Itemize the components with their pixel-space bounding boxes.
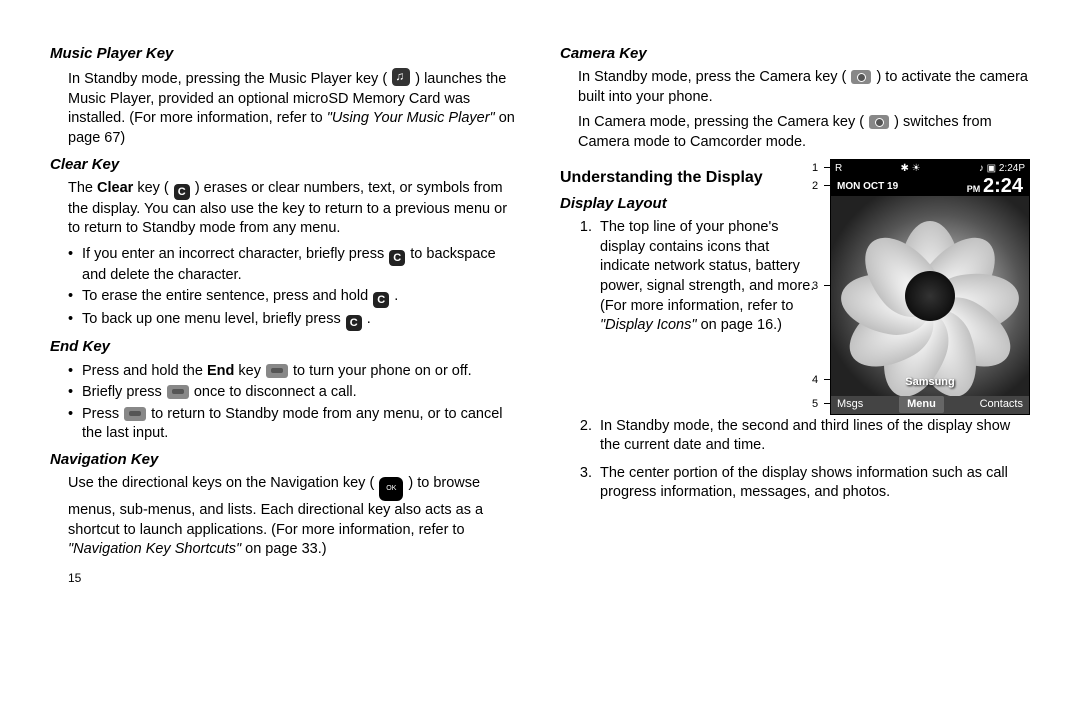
- wallpaper-area: [831, 196, 1029, 396]
- end-key-icon: [167, 385, 189, 399]
- phone-screen: R ✱ ☀ ♪ ▣ 2:24P MON OCT 19 PM 2:24: [830, 159, 1030, 415]
- display-layout-head: Display Layout: [560, 194, 816, 214]
- softkey-menu: Menu: [899, 396, 944, 413]
- list-item: The top line of your phone's display con…: [596, 218, 816, 335]
- brand-label: Samsung: [831, 375, 1029, 390]
- music-player-key-head: Music Player Key: [50, 44, 520, 64]
- clear-bullets: • If you enter an incorrect character, b…: [50, 245, 520, 332]
- clear-icon: C: [389, 250, 405, 266]
- clear-icon: C: [346, 315, 362, 331]
- softkey-bar: Msgs Menu Contacts: [831, 396, 1029, 414]
- softkey-right: Contacts: [980, 397, 1023, 412]
- display-layout-list: The top line of your phone's display con…: [560, 218, 816, 335]
- clear-key-head: Clear Key: [50, 155, 520, 175]
- understanding-display-head: Understanding the Display: [560, 167, 816, 189]
- ok-nav-icon: OK: [379, 477, 403, 501]
- navigation-key-head: Navigation Key: [50, 450, 520, 470]
- end-key-icon: [124, 407, 146, 421]
- camera-text-1: In Standby mode, press the Camera key ( …: [560, 68, 1030, 107]
- clear-key-text: The Clear key ( C ) erases or clear numb…: [50, 179, 520, 239]
- camera-icon: [869, 115, 889, 129]
- music-player-text: In Standby mode, pressing the Music Play…: [50, 68, 520, 148]
- right-column: Camera Key In Standby mode, press the Ca…: [560, 38, 1030, 586]
- date-bar: MON OCT 19 PM 2:24: [831, 178, 1029, 196]
- page-number: 15: [50, 570, 520, 586]
- manual-page: Music Player Key In Standby mode, pressi…: [0, 0, 1080, 596]
- phone-display-mock: 1 2 3 4 5 R ✱ ☀ ♪ ▣ 2:24P: [830, 159, 1030, 415]
- camera-icon: [851, 70, 871, 84]
- list-item: The center portion of the display shows …: [596, 464, 1030, 503]
- clear-icon: C: [174, 184, 190, 200]
- camera-text-2: In Camera mode, pressing the Camera key …: [560, 113, 1030, 152]
- end-bullets: • Press and hold the End key to turn you…: [50, 362, 520, 444]
- clear-icon: C: [373, 292, 389, 308]
- navigation-key-text: Use the directional keys on the Navigati…: [50, 474, 520, 560]
- end-key-head: End Key: [50, 337, 520, 357]
- list-item: In Standby mode, the second and third li…: [596, 417, 1030, 456]
- music-icon: [392, 68, 410, 86]
- softkey-left: Msgs: [837, 397, 863, 412]
- display-layout-list-cont: In Standby mode, the second and third li…: [560, 417, 1030, 503]
- end-key-icon: [266, 364, 288, 378]
- camera-key-head: Camera Key: [560, 44, 1030, 64]
- left-column: Music Player Key In Standby mode, pressi…: [50, 38, 520, 586]
